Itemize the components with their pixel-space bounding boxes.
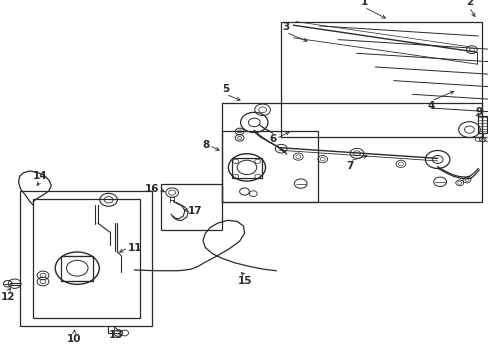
Text: 3: 3 <box>282 22 289 32</box>
Text: 17: 17 <box>188 206 203 216</box>
Text: 11: 11 <box>128 243 142 253</box>
Text: 4: 4 <box>427 101 434 111</box>
Bar <box>161 184 222 230</box>
Bar <box>232 158 261 178</box>
Text: 10: 10 <box>67 334 81 344</box>
Text: 2: 2 <box>465 0 472 7</box>
Bar <box>222 131 317 202</box>
Bar <box>33 199 140 318</box>
Bar <box>20 191 151 326</box>
Text: 6: 6 <box>268 134 276 144</box>
Text: 16: 16 <box>144 184 159 194</box>
Text: 13: 13 <box>109 330 123 341</box>
Text: 15: 15 <box>238 276 252 287</box>
Text: 8: 8 <box>202 140 209 150</box>
Text: 9: 9 <box>474 107 482 117</box>
Text: 1: 1 <box>360 0 367 7</box>
Bar <box>477 116 486 133</box>
Text: 14: 14 <box>33 171 47 181</box>
Text: 7: 7 <box>345 161 353 171</box>
Text: 5: 5 <box>222 84 229 94</box>
Bar <box>61 256 93 281</box>
Text: 12: 12 <box>0 292 15 302</box>
